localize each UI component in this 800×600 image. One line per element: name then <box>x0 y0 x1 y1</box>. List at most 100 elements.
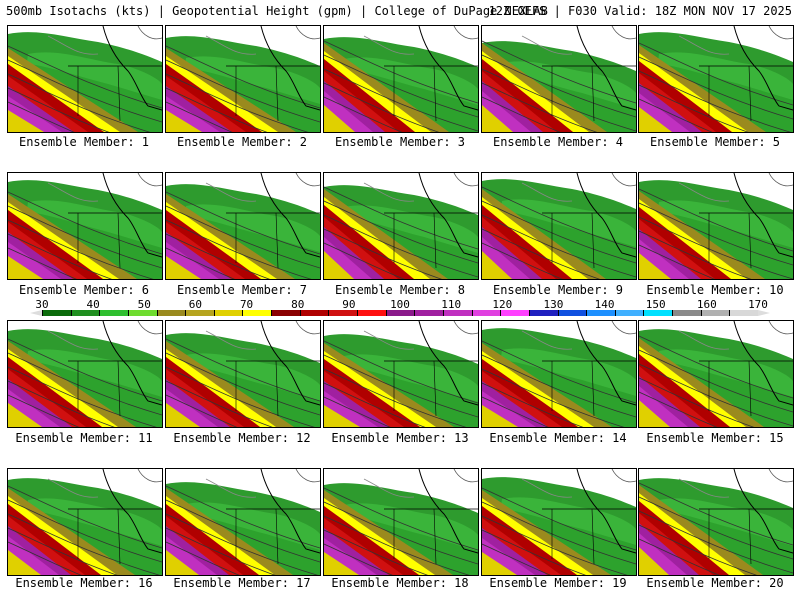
colorbar-tick-label: 130 <box>543 298 564 311</box>
ensemble-map <box>166 26 320 132</box>
ensemble-panel <box>638 25 794 133</box>
colorbar-tick-label: 120 <box>492 298 513 311</box>
ensemble-map <box>482 26 636 132</box>
ensemble-member-label: Ensemble Member: 11 <box>15 431 153 445</box>
colorbar-swatch <box>729 310 759 316</box>
ensemble-map <box>166 469 320 575</box>
ensemble-member-label: Ensemble Member: 3 <box>334 135 466 149</box>
ensemble-member-label: Ensemble Member: 9 <box>492 283 624 297</box>
ensemble-map <box>639 26 793 132</box>
ensemble-panel <box>481 468 637 576</box>
colorbar-tick-label: 70 <box>239 298 254 311</box>
colorbar-swatch <box>271 310 300 316</box>
colorbar-swatch <box>156 310 186 316</box>
ensemble-panel <box>481 25 637 133</box>
ensemble-member-label: Ensemble Member: 18 <box>331 576 469 590</box>
ensemble-member-label: Ensemble Member: 20 <box>646 576 784 590</box>
ensemble-member-label: Ensemble Member: 2 <box>176 135 308 149</box>
colorbar-swatch <box>528 310 558 316</box>
ensemble-member-label: Ensemble Member: 16 <box>15 576 153 590</box>
colorbar-swatch <box>299 310 329 316</box>
ensemble-map <box>166 321 320 427</box>
ensemble-map <box>639 469 793 575</box>
ensemble-map <box>324 26 478 132</box>
colorbar-tick-label: 170 <box>748 298 768 311</box>
ensemble-map <box>8 321 162 427</box>
colorbar-swatch <box>500 310 529 316</box>
ensemble-panel <box>638 172 794 280</box>
colorbar-swatch <box>213 310 243 316</box>
ensemble-panel <box>638 468 794 576</box>
colorbar-swatch <box>70 310 100 316</box>
colorbar-swatch <box>586 310 615 316</box>
colorbar-swatch <box>42 310 71 316</box>
colorbar-swatch <box>471 310 501 316</box>
ensemble-map <box>482 321 636 427</box>
colorbar-swatch <box>242 310 272 316</box>
ensemble-member-label: Ensemble Member: 6 <box>18 283 150 297</box>
isotach-colorbar: 30 40 50 60 70 80 90 100 110 120 130 140 150 160 170 <box>28 298 772 320</box>
ensemble-member-label: Ensemble Member: 5 <box>649 135 781 149</box>
ensemble-panel <box>481 172 637 280</box>
ensemble-member-label: Ensemble Member: 17 <box>173 576 311 590</box>
ensemble-panel <box>323 320 479 428</box>
ensemble-panel <box>323 468 479 576</box>
model-run-info: 12Z GEFS | F030 Valid: 18Z MON NOV 17 20… <box>488 4 792 18</box>
ensemble-panel <box>481 320 637 428</box>
colorbar-swatch <box>614 310 644 316</box>
colorbar-swatch <box>385 310 415 316</box>
ensemble-member-label: Ensemble Member: 4 <box>492 135 624 149</box>
ensemble-member-label: Ensemble Member: 7 <box>176 283 308 297</box>
ensemble-panel <box>323 172 479 280</box>
ensemble-member-label: Ensemble Member: 10 <box>646 283 784 297</box>
ensemble-map <box>8 469 162 575</box>
colorbar-swatch <box>127 310 157 316</box>
ensemble-map <box>482 469 636 575</box>
ensemble-member-label: Ensemble Member: 8 <box>334 283 466 297</box>
colorbar-swatch <box>99 310 128 316</box>
colorbar-tick-label: 110 <box>441 298 462 311</box>
ensemble-panel <box>165 320 321 428</box>
colorbar-swatch <box>328 310 358 316</box>
ensemble-panel <box>638 320 794 428</box>
colorbar-strip <box>42 310 759 316</box>
ensemble-map <box>639 321 793 427</box>
ensemble-panel <box>165 25 321 133</box>
ensemble-map <box>324 469 478 575</box>
ensemble-panel <box>165 468 321 576</box>
map-title: 500mb Isotachs (kts) | Geopotential Heig… <box>6 4 548 18</box>
colorbar-tick-label: 150 <box>645 298 666 311</box>
colorbar-tick-label: 60 <box>188 298 203 311</box>
ensemble-panel <box>7 25 163 133</box>
colorbar-swatch <box>414 310 443 316</box>
colorbar-swatch <box>672 310 701 316</box>
ensemble-map <box>324 321 478 427</box>
colorbar-tick-label: 100 <box>390 298 410 311</box>
map-header: 500mb Isotachs (kts) | Geopotential Heig… <box>6 4 794 20</box>
ensemble-member-label: Ensemble Member: 12 <box>173 431 311 445</box>
ensemble-member-label: Ensemble Member: 14 <box>489 431 627 445</box>
colorbar-swatch <box>557 310 587 316</box>
colorbar-tick-label: 50 <box>137 298 151 311</box>
colorbar-left-arrow <box>30 310 42 316</box>
colorbar-tick-label: 40 <box>86 298 100 311</box>
ensemble-map <box>8 173 162 279</box>
colorbar-swatch <box>357 310 386 316</box>
ensemble-map <box>482 173 636 279</box>
ensemble-member-label: Ensemble Member: 13 <box>331 431 469 445</box>
ensemble-map <box>8 26 162 132</box>
colorbar-tick-label: 140 <box>594 298 615 311</box>
colorbar-tick-label: 90 <box>342 298 356 311</box>
ensemble-map <box>324 173 478 279</box>
ensemble-panel <box>7 468 163 576</box>
ensemble-panel <box>7 320 163 428</box>
ensemble-map <box>166 173 320 279</box>
ensemble-map <box>639 173 793 279</box>
colorbar-swatch <box>442 310 472 316</box>
colorbar-tick-label: 80 <box>291 298 305 311</box>
ensemble-member-label: Ensemble Member: 15 <box>646 431 784 445</box>
ensemble-panel <box>323 25 479 133</box>
ensemble-member-label: Ensemble Member: 1 <box>18 135 150 149</box>
colorbar-tick-label: 160 <box>696 298 717 311</box>
colorbar-swatch <box>700 310 730 316</box>
